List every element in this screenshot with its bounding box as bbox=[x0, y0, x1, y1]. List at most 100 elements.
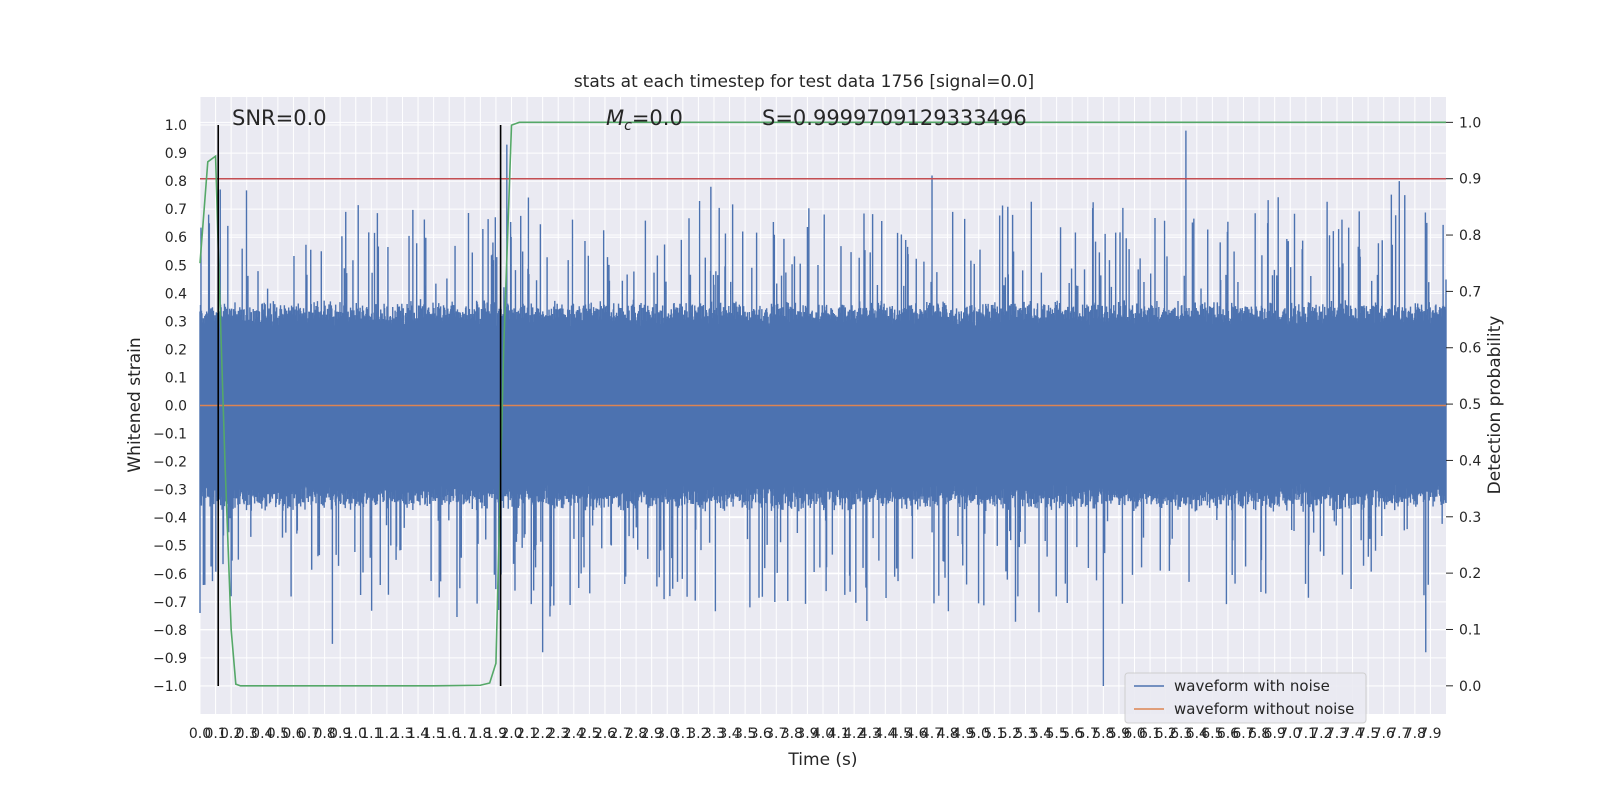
x-tick-label: 1.4 bbox=[407, 726, 429, 742]
y-tick-label: −0.4 bbox=[153, 511, 187, 527]
x-tick-label: 5.0 bbox=[968, 726, 990, 742]
x-tick-label: 3.6 bbox=[750, 726, 772, 742]
x-tick-label: 1.0 bbox=[345, 726, 367, 742]
x-tick-label: 4.4 bbox=[874, 726, 896, 742]
y-tick-label: 0.6 bbox=[165, 230, 187, 246]
x-tick-label: 3.2 bbox=[687, 726, 709, 742]
chirp-mass-annotation: Mc=0.0 bbox=[606, 106, 683, 134]
y-tick-label: −0.7 bbox=[153, 595, 187, 611]
x-tick-label: 5.1 bbox=[983, 726, 1005, 742]
x-tick-label: 7.5 bbox=[1357, 726, 1379, 742]
x-tick-label: 4.3 bbox=[859, 726, 881, 742]
y-tick-label: −0.2 bbox=[153, 455, 187, 471]
x-tick-label: 2.0 bbox=[500, 726, 522, 742]
x-tick-label: 3.5 bbox=[734, 726, 756, 742]
x-tick-label: 7.4 bbox=[1341, 726, 1363, 742]
x-tick-label: 7.3 bbox=[1326, 726, 1348, 742]
x-tick-label: 5.5 bbox=[1045, 726, 1067, 742]
x-tick-label: 3.3 bbox=[703, 726, 725, 742]
x-tick-label: 6.3 bbox=[1170, 726, 1192, 742]
x-tick-label: 6.5 bbox=[1201, 726, 1223, 742]
y-tick-label: 0.8 bbox=[165, 174, 187, 190]
x-tick-label: 0.8 bbox=[313, 726, 335, 742]
x-tick-label: 5.2 bbox=[999, 726, 1021, 742]
x-tick-label: 6.4 bbox=[1186, 726, 1208, 742]
y2-axis-label: Detection probability bbox=[1485, 316, 1505, 495]
x-tick-label: 3.4 bbox=[718, 726, 740, 742]
x-tick-label: 7.8 bbox=[1404, 726, 1426, 742]
legend-box bbox=[1124, 672, 1367, 724]
x-tick-label: 5.8 bbox=[1092, 726, 1114, 742]
detection-probability-line bbox=[199, 121, 1446, 687]
x-tick-label: 1.2 bbox=[376, 726, 398, 742]
x-tick-label: 1.1 bbox=[360, 726, 382, 742]
x-tick-label: 4.8 bbox=[936, 726, 958, 742]
y-tick-label: 1.0 bbox=[165, 118, 187, 134]
y-tick-label: 0.3 bbox=[165, 314, 187, 330]
x-tick-label: 0.5 bbox=[267, 726, 289, 742]
y2-tick-label: 0.2 bbox=[1459, 566, 1481, 582]
x-tick-label: 5.3 bbox=[1014, 726, 1036, 742]
y-tick-label: 0.2 bbox=[165, 342, 187, 358]
x-tick-label: 1.5 bbox=[422, 726, 444, 742]
legend-label-noise: waveform with noise bbox=[1174, 677, 1330, 695]
y-tick-label: −1.0 bbox=[153, 679, 187, 695]
x-tick-label: 0.3 bbox=[236, 726, 258, 742]
y2-tick-label: 1.0 bbox=[1459, 115, 1481, 131]
x-tick-label: 3.8 bbox=[781, 726, 803, 742]
x-tick-label: 4.6 bbox=[905, 726, 927, 742]
x-tick-label: 0.4 bbox=[251, 726, 273, 742]
x-tick-label: 7.0 bbox=[1279, 726, 1301, 742]
x-tick-label: 3.9 bbox=[796, 726, 818, 742]
x-tick-label: 4.9 bbox=[952, 726, 974, 742]
x-tick-label: 2.6 bbox=[594, 726, 616, 742]
chirp-mass-symbol: M bbox=[606, 106, 624, 130]
y-tick-label: 0.9 bbox=[165, 146, 187, 162]
x-tick-label: 1.6 bbox=[438, 726, 460, 742]
x-tick-label: 5.4 bbox=[1030, 726, 1052, 742]
chart-title: stats at each timestep for test data 175… bbox=[574, 72, 1034, 92]
y-tick-label: −0.6 bbox=[153, 567, 187, 583]
snr-annotation: SNR=0.0 bbox=[232, 106, 327, 130]
x-tick-label: 0.7 bbox=[298, 726, 320, 742]
x-tick-label: 6.6 bbox=[1217, 726, 1239, 742]
y-tick-label: −0.8 bbox=[153, 623, 187, 639]
y2-tick-label: 0.3 bbox=[1459, 510, 1481, 526]
y-tick-label: −0.1 bbox=[153, 427, 187, 443]
x-tick-label: 6.9 bbox=[1264, 726, 1286, 742]
x-tick-label: 4.1 bbox=[827, 726, 849, 742]
y-tick-label: −0.3 bbox=[153, 483, 187, 499]
chirp-mass-subscript: c bbox=[624, 118, 632, 134]
y2-tick-label: 0.1 bbox=[1459, 622, 1481, 638]
chirp-mass-value: =0.0 bbox=[632, 106, 683, 130]
y2-tick-label: 0.0 bbox=[1459, 679, 1481, 695]
y-tick-label: 0.0 bbox=[165, 399, 187, 415]
x-tick-label: 3.1 bbox=[672, 726, 694, 742]
y-tick-label: −0.9 bbox=[153, 651, 187, 667]
y-tick-label: 0.7 bbox=[165, 202, 187, 218]
x-tick-label: 5.9 bbox=[1108, 726, 1130, 742]
x-tick-label: 7.2 bbox=[1310, 726, 1332, 742]
x-tick-label: 4.7 bbox=[921, 726, 943, 742]
y-tick-label: 0.1 bbox=[165, 370, 187, 386]
x-tick-label: 0.2 bbox=[220, 726, 242, 742]
y-axis-label: Whitened strain bbox=[125, 337, 145, 472]
x-tick-label: 6.2 bbox=[1155, 726, 1177, 742]
x-tick-label: 6.0 bbox=[1123, 726, 1145, 742]
x-axis-label: Time (s) bbox=[787, 750, 857, 770]
y2-tick-label: 0.4 bbox=[1459, 453, 1481, 469]
x-tick-label: 7.6 bbox=[1373, 726, 1395, 742]
waveform-with-noise-line bbox=[199, 130, 1447, 686]
y2-tick-label: 0.7 bbox=[1459, 284, 1481, 300]
x-tick-label: 3.0 bbox=[656, 726, 678, 742]
y-tick-label: −0.5 bbox=[153, 539, 187, 555]
x-tick-label: 4.2 bbox=[843, 726, 865, 742]
data-layer bbox=[199, 121, 1447, 687]
x-tick-label: 2.8 bbox=[625, 726, 647, 742]
x-tick-label: 7.1 bbox=[1295, 726, 1317, 742]
axes-layer: 0.00.10.20.30.40.50.60.70.80.91.01.11.21… bbox=[153, 115, 1481, 742]
x-tick-label: 2.7 bbox=[609, 726, 631, 742]
y-tick-label: 0.4 bbox=[165, 286, 187, 302]
y2-tick-label: 0.9 bbox=[1459, 172, 1481, 188]
